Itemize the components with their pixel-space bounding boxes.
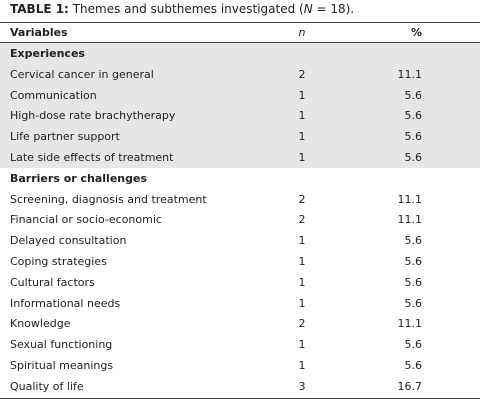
caption-label: TABLE 1: [10,2,69,16]
cell: 1 [298,359,306,372]
cell: 1 [298,275,306,289]
cell: 2 [298,317,306,331]
table-row: Late side effects of treatment 1 5.6 [0,147,480,168]
table-row: Cervical cancer in general 2 11.1 [0,63,480,85]
cell: 11.1 [397,192,423,206]
cell: 5.6 [404,275,423,289]
cell: Late side effects of treatment [10,151,174,164]
cell: 5.6 [404,359,423,372]
cell: 5.6 [404,255,423,268]
header-row: Variables n% [0,22,480,43]
table-row: Communication 1 5.6 [0,84,480,106]
cell: 5.6 [404,296,423,310]
cell: High-dose rate brachytherapy [10,109,176,123]
section-row: Barriers or challenges [0,168,480,189]
cell: 1 [298,109,306,123]
cell: 11.1 [397,317,423,331]
table-caption: TABLE 1: Themes and subthemes investigat… [10,2,354,16]
table-row: Financial or socio-economic 2 11.1 [0,209,480,230]
cell: 3 [298,379,306,393]
table-row: Delayed consultation 1 5.6 [0,230,480,251]
cell: Communication [10,88,97,102]
table-row: High-dose rate brachytherapy 1 5.6 [0,105,480,127]
cell: 11.1 [397,67,423,81]
cell: Cultural factors [10,275,95,289]
cell: Sexual functioning [10,338,113,352]
cell: Financial or socio-economic [10,213,162,227]
header-cell: n [298,26,306,39]
cell: 5.6 [404,88,423,102]
caption-text: Themes and subthemes investigated ( [72,2,304,16]
cell: Coping strategies [10,255,107,268]
cell: 16.7 [397,379,423,393]
table-row: Knowledge 2 11.1 [0,313,480,334]
caption-text-end: = 18). [312,2,355,16]
bottom-rule [0,397,480,399]
cell: 1 [298,296,306,310]
section-row: Experiences [0,43,480,64]
cell: 1 [298,151,306,164]
table-row: Screening, diagnosis and treatment 2 11.1 [0,189,480,210]
table-row: Informational needs 1 5.6 [0,293,480,314]
table-row: Spiritual meanings 1 5.6 [0,355,480,376]
cell: Life partner support [10,130,120,144]
table-row: Life partner support 1 5.6 [0,126,480,148]
cell: 2 [298,67,306,81]
cell: Screening, diagnosis and treatment [10,192,207,206]
table-row: Quality of life 3 16.7 [0,376,480,397]
cell: 2 [298,192,306,206]
cell: Quality of life [10,379,84,393]
cell: 5.6 [404,109,423,123]
cell: Spiritual meanings [10,359,114,372]
cell: Delayed consultation [10,234,127,248]
cell: 1 [298,130,306,144]
cell: Knowledge [10,317,71,331]
caption-variable: N [303,2,313,16]
section-title: Experiences [10,47,85,60]
cell: Cervical cancer in general [10,67,154,81]
table-row: Sexual functioning 1 5.6 [0,334,480,355]
cell: 1 [298,234,306,248]
cell: 5.6 [404,151,423,164]
table-row: Coping strategies 1 5.6 [0,251,480,272]
header-cell: Variables [10,26,68,39]
cell: 5.6 [404,234,423,248]
cell: 11.1 [397,213,423,227]
cell: Informational needs [10,296,121,310]
cell: 5.6 [404,338,423,352]
cell: 1 [298,255,306,268]
section-title: Barriers or challenges [10,171,147,185]
table-row: Cultural factors 1 5.6 [0,272,480,293]
cell: 1 [298,88,306,102]
cell: 2 [298,213,306,227]
header-cell: % [410,26,422,39]
cell: 1 [298,338,306,352]
cell: 5.6 [404,130,423,144]
